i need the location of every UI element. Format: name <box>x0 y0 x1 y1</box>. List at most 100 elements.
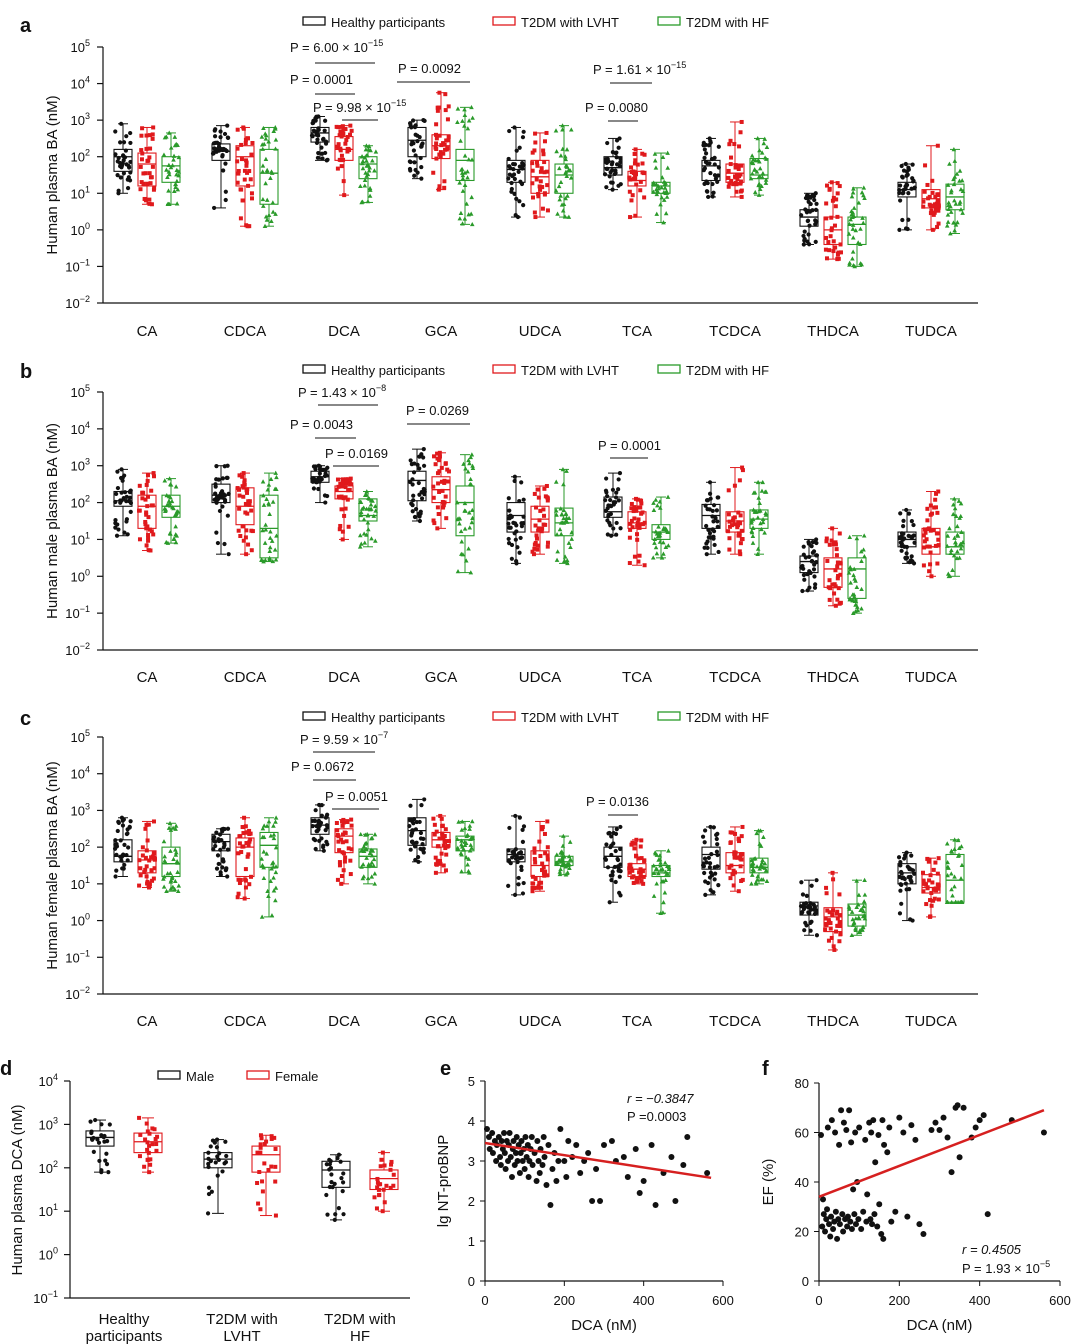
data-point <box>542 160 547 165</box>
data-point <box>825 558 830 563</box>
data-point <box>611 830 616 836</box>
data-point <box>154 1142 159 1147</box>
data-point <box>635 523 640 528</box>
data-point <box>168 495 173 500</box>
data-point <box>804 193 810 198</box>
data-point <box>813 582 818 587</box>
data-point <box>220 153 225 158</box>
data-point <box>348 872 353 877</box>
data-point <box>804 208 809 213</box>
data-point <box>813 239 818 244</box>
data-point <box>740 877 745 882</box>
data-point <box>269 1164 274 1169</box>
data-point <box>661 189 667 195</box>
data-point <box>850 210 856 215</box>
data-point <box>243 501 248 506</box>
data-point <box>614 150 619 155</box>
data-point <box>147 1143 152 1148</box>
data-point <box>506 848 511 853</box>
r-value-label: r = 0.4505 <box>962 1242 1022 1257</box>
data-point <box>558 506 564 511</box>
data-point <box>509 556 514 561</box>
data-point <box>608 1138 615 1144</box>
data-point <box>657 530 663 535</box>
data-point <box>246 183 251 188</box>
data-point <box>417 454 422 459</box>
x-tick-label: 200 <box>553 1293 575 1308</box>
data-point <box>363 840 369 845</box>
data-point <box>638 870 643 875</box>
legend-healthy-swatch <box>302 16 326 26</box>
data-point <box>831 908 836 913</box>
data-point <box>538 853 543 858</box>
data-point <box>419 496 425 501</box>
data-point <box>958 187 964 192</box>
box-iqr <box>847 557 867 599</box>
data-point <box>610 869 615 874</box>
data-point <box>357 544 363 549</box>
data-point <box>506 1130 513 1136</box>
data-point <box>419 164 424 170</box>
data-point <box>628 527 633 532</box>
data-point <box>925 506 930 511</box>
data-point <box>537 518 542 523</box>
data-point <box>97 1158 102 1164</box>
data-point <box>150 132 155 137</box>
data-point <box>929 208 934 213</box>
data-point <box>633 213 638 218</box>
data-point <box>944 223 950 228</box>
data-point <box>468 842 474 847</box>
data-point <box>320 156 325 161</box>
data-point <box>267 535 273 540</box>
data-point <box>812 905 817 910</box>
data-point <box>125 858 130 863</box>
category-label-cdca: CDCA <box>224 323 267 340</box>
data-point <box>933 194 938 199</box>
data-point <box>245 170 250 175</box>
data-point <box>960 1104 967 1111</box>
data-point <box>812 574 817 579</box>
data-point <box>661 220 666 225</box>
data-point <box>728 840 733 845</box>
data-point <box>314 824 319 829</box>
data-point <box>311 464 317 469</box>
data-point <box>164 888 169 893</box>
data-point <box>522 1134 529 1140</box>
data-point <box>827 542 832 547</box>
data-point <box>519 181 525 187</box>
data-point <box>838 242 843 247</box>
data-point <box>716 173 721 178</box>
data-point <box>246 842 251 847</box>
data-point <box>336 142 341 147</box>
data-point <box>219 147 224 152</box>
data-point <box>562 214 568 219</box>
data-point <box>434 156 439 161</box>
data-point <box>712 877 717 882</box>
data-point <box>220 829 225 834</box>
data-point <box>836 1221 843 1228</box>
data-point <box>618 824 623 830</box>
data-point <box>901 168 907 173</box>
data-point <box>711 529 717 534</box>
data-point <box>344 839 349 844</box>
data-point <box>916 1221 923 1228</box>
data-point <box>264 167 270 173</box>
legend-lvht-swatch <box>492 711 516 721</box>
data-point <box>735 177 740 182</box>
data-point <box>172 886 177 892</box>
data-point <box>836 256 841 261</box>
box-tcdca-healthy <box>700 824 721 897</box>
data-point <box>435 526 440 531</box>
box-tca-hf <box>650 494 671 560</box>
data-point <box>951 220 956 225</box>
data-point <box>222 841 227 846</box>
box-iqr <box>251 1145 281 1173</box>
data-point <box>236 851 241 856</box>
data-point <box>824 256 829 261</box>
data-point <box>627 535 632 540</box>
data-point <box>828 926 833 931</box>
data-point <box>323 118 328 123</box>
data-point <box>824 891 829 896</box>
box-dca-hf <box>357 489 378 549</box>
